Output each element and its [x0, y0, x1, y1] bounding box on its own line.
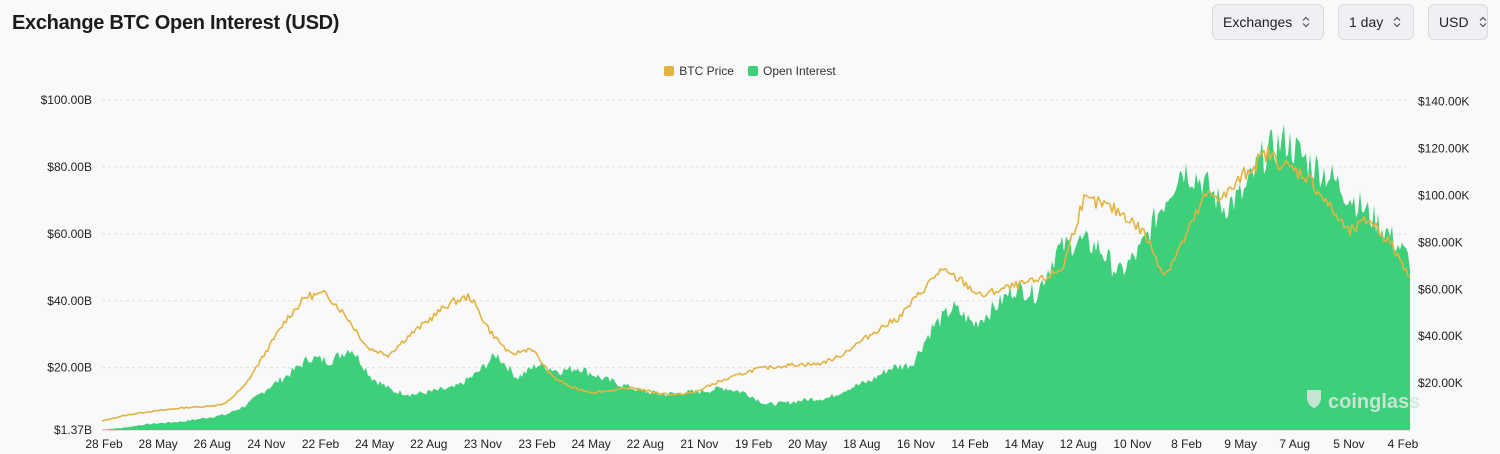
- page-title: Exchange BTC Open Interest (USD): [12, 12, 340, 34]
- btc-price-series: [101, 146, 1411, 422]
- x-tick-label: 14 Feb: [951, 437, 989, 451]
- open-interest-area: [102, 123, 1410, 431]
- legend-swatch-open-interest: [747, 66, 758, 76]
- y-left-tick-label: $80.00B: [47, 160, 92, 174]
- x-tick-label: 14 May: [1004, 437, 1043, 451]
- x-tick-label: 9 May: [1224, 437, 1257, 451]
- x-tick-label: 10 Nov: [1113, 437, 1151, 451]
- y-right-tick-label: $80.00K: [1418, 235, 1463, 249]
- currency-select-label: USD: [1439, 14, 1469, 30]
- x-tick-label: 8 Feb: [1171, 437, 1202, 451]
- interval-select[interactable]: 1 day: [1338, 4, 1414, 40]
- up-down-chevron-icon: [1393, 16, 1401, 28]
- x-tick-label: 23 Feb: [518, 437, 556, 451]
- x-tick-label: 28 Feb: [85, 437, 123, 451]
- y-right-tick-label: $100.00K: [1418, 188, 1469, 202]
- y-left-tick-label: $20.00B: [47, 361, 92, 375]
- x-tick-label: 24 Nov: [247, 437, 285, 451]
- x-axis: 28 Feb 28 May 26 Aug 24 Nov 22 Feb 24 May 22 A…: [85, 437, 1418, 451]
- legend-swatch-btc-price: [664, 66, 675, 76]
- x-tick-label: 22 Feb: [302, 437, 340, 451]
- up-down-chevron-icon: [1479, 16, 1487, 28]
- y-axis-right: $20.00K $40.00K $60.00K $80.00K $100.00K $120…: [1418, 95, 1469, 390]
- exchanges-select-label: Exchanges: [1223, 14, 1293, 30]
- open-interest-series: [102, 123, 1410, 431]
- y-right-tick-label: $20.00K: [1418, 376, 1463, 390]
- x-tick-label: 18 Aug: [843, 437, 880, 451]
- legend-label-open-interest: Open Interest: [762, 64, 836, 78]
- legend-item-btc-price[interactable]: BTC Price: [664, 64, 734, 78]
- x-tick-label: 24 May: [571, 437, 610, 451]
- currency-select[interactable]: USD: [1428, 4, 1488, 40]
- x-tick-label: 21 Nov: [680, 437, 718, 451]
- exchanges-select[interactable]: Exchanges: [1212, 4, 1324, 40]
- coinglass-logo-icon: [1304, 388, 1324, 416]
- x-tick-label: 5 Nov: [1333, 437, 1364, 451]
- x-tick-label: 16 Nov: [897, 437, 935, 451]
- x-tick-label: 24 May: [355, 437, 394, 451]
- x-tick-label: 4 Feb: [1388, 437, 1419, 451]
- y-left-tick-label: $100.00B: [41, 93, 92, 107]
- x-tick-label: 26 Aug: [194, 437, 231, 451]
- y-left-tick-label: $1.37B: [54, 423, 92, 437]
- x-tick-label: 28 May: [138, 437, 177, 451]
- y-right-tick-label: $40.00K: [1418, 329, 1463, 343]
- x-tick-label: 22 Aug: [410, 437, 447, 451]
- x-tick-label: 7 Aug: [1279, 437, 1310, 451]
- legend-item-open-interest[interactable]: Open Interest: [747, 64, 836, 78]
- chart-legend: BTC Price Open Interest: [0, 64, 1500, 78]
- interval-select-label: 1 day: [1349, 14, 1384, 30]
- btc-price-line: [101, 146, 1411, 422]
- y-right-tick-label: $140.00K: [1418, 95, 1469, 109]
- x-tick-label: 20 May: [788, 437, 827, 451]
- x-tick-label: 22 Aug: [627, 437, 664, 451]
- x-tick-label: 23 Nov: [464, 437, 502, 451]
- y-right-tick-label: $60.00K: [1418, 282, 1463, 296]
- x-tick-label: 19 Feb: [735, 437, 773, 451]
- y-left-tick-label: $60.00B: [47, 227, 92, 241]
- x-tick-label: 12 Aug: [1060, 437, 1097, 451]
- legend-label-btc-price: BTC Price: [679, 64, 734, 78]
- y-right-tick-label: $120.00K: [1418, 142, 1469, 156]
- chart-controls: Exchanges 1 day USD: [1212, 4, 1488, 40]
- watermark-text: coinglass: [1328, 390, 1421, 413]
- y-left-tick-label: $40.00B: [47, 294, 92, 308]
- watermark: coinglass: [1304, 388, 1420, 416]
- up-down-chevron-icon: [1302, 16, 1310, 28]
- y-axis-left: $1.37B $20.00B $40.00B $60.00B $80.00B $100.0…: [41, 93, 92, 437]
